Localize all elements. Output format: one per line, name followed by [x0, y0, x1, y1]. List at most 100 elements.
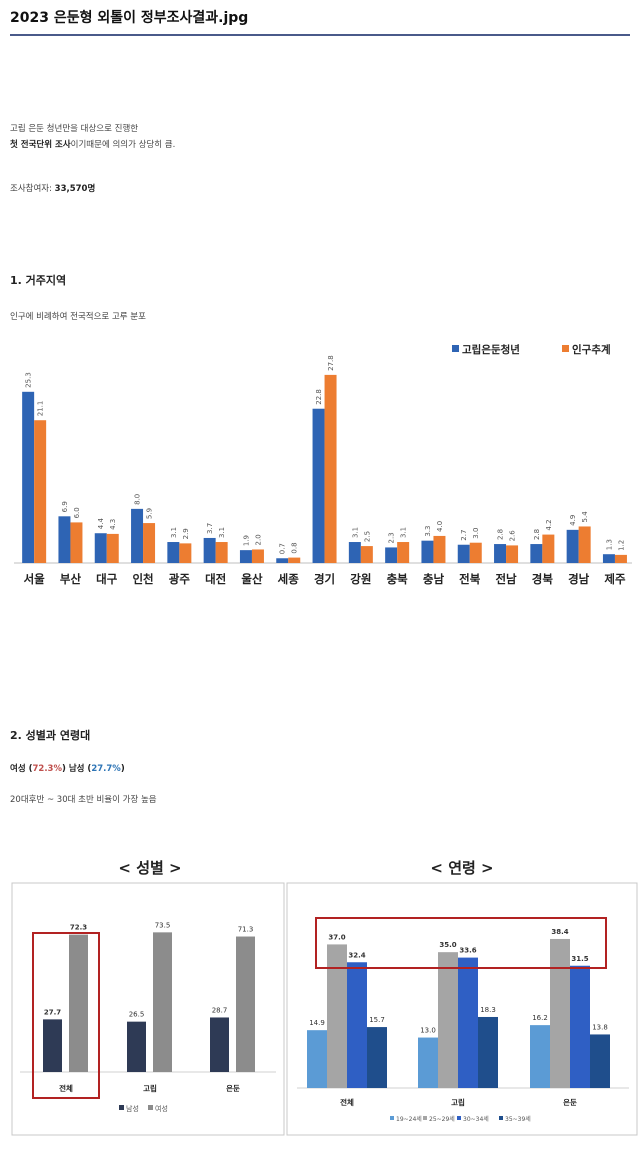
region-data-label: 0.7: [279, 543, 287, 554]
legend-swatch: [148, 1105, 153, 1110]
region-tick-label: 인천: [132, 572, 153, 586]
gender-bar-1: [236, 936, 255, 1072]
age-bar-1: [438, 952, 458, 1088]
gender-bar-0: [210, 1017, 229, 1072]
age-tick-label: 고립: [451, 1097, 465, 1107]
gender-tick-label: 전체: [59, 1083, 73, 1093]
age-bar-3: [590, 1034, 610, 1088]
gender-data-label: 71.3: [238, 926, 254, 934]
region-tick-label: 강원: [350, 572, 371, 586]
male-value: 27.7%: [91, 764, 121, 774]
gender-data-label: 26.5: [129, 1011, 145, 1019]
region-data-label: 1.2: [617, 540, 625, 551]
region-bar-0: [239, 550, 252, 563]
region-data-label: 2.7: [460, 530, 468, 541]
region-tick-label: 대구: [96, 572, 118, 586]
region-tick-label: 충남: [423, 572, 445, 586]
age-data-label: 33.6: [459, 947, 476, 955]
region-bar-0: [421, 540, 434, 563]
legend-swatch: [423, 1116, 427, 1120]
region-bar-0: [22, 391, 35, 563]
legend-swatch: [390, 1116, 394, 1120]
age-data-label: 13.8: [592, 1023, 608, 1031]
region-data-label: 4.0: [436, 521, 444, 532]
age-bar-2: [458, 957, 478, 1088]
section2-title: 2. 성별과 연령대: [10, 729, 91, 742]
region-data-label: 2.0: [254, 534, 262, 545]
gender-bar-1: [153, 932, 172, 1072]
age-data-label: 13.0: [420, 1027, 436, 1035]
age-data-label: 16.2: [532, 1014, 548, 1022]
region-tick-label: 경남: [568, 572, 590, 586]
female-value: 72.3%: [32, 764, 62, 774]
age-tick-label: 전체: [340, 1097, 354, 1107]
region-tick-label: 광주: [169, 572, 191, 586]
legend-label: 고립은둔청년: [462, 343, 520, 356]
gender-tick-label: 고립: [143, 1083, 157, 1093]
region-data-label: 3.3: [424, 526, 432, 537]
region-data-label: 0.8: [291, 542, 299, 553]
page-header: 2023 은둔형 외톨이 정부조사결과.jpg: [10, 6, 630, 36]
legend-label: 여성: [155, 1104, 168, 1113]
region-bar-1: [433, 535, 446, 563]
gender-chart-title: < 성별 >: [118, 859, 181, 877]
age-tick-label: 은둔: [563, 1098, 577, 1107]
age-data-label: 14.9: [309, 1019, 325, 1027]
age-bar-3: [478, 1016, 498, 1088]
region-data-label: 3.1: [218, 527, 226, 538]
region-data-label: 3.0: [472, 528, 480, 539]
region-tick-label: 부산: [60, 572, 82, 586]
legend-swatch: [499, 1116, 503, 1120]
region-bar-1: [614, 554, 627, 563]
region-tick-label: 전남: [495, 572, 517, 586]
legend-label: 35~39세: [505, 1115, 531, 1123]
region-tick-label: 경기: [314, 572, 335, 586]
gender-data-label: 28.7: [212, 1006, 228, 1014]
region-tick-label: 경북: [532, 572, 554, 586]
region-bar-1: [215, 542, 228, 563]
region-bar-0: [494, 544, 507, 563]
region-bar-0: [276, 558, 289, 563]
age-data-label: 18.3: [480, 1006, 496, 1014]
region-data-label: 2.5: [363, 531, 371, 542]
legend-swatch: [452, 345, 459, 352]
region-data-label: 3.1: [400, 527, 408, 538]
intro-line-2: 첫 전국단위 조사이기때문에 의의가 상당히 큼.: [10, 138, 175, 150]
region-bar-0: [602, 554, 615, 563]
region-bar-1: [469, 542, 482, 563]
participants-value: 33,570명: [54, 184, 96, 194]
legend-swatch: [119, 1105, 124, 1110]
region-bar-1: [106, 533, 119, 563]
participants-label: 조사참여자:: [10, 184, 55, 194]
gender-bar-0: [127, 1021, 146, 1072]
region-tick-label: 대전: [205, 572, 226, 586]
region-bar-1: [34, 420, 47, 563]
region-bar-1: [542, 534, 555, 563]
region-bar-1: [143, 523, 156, 563]
region-bar-1: [288, 557, 301, 563]
region-bar-0: [131, 508, 144, 563]
region-tick-label: 울산: [241, 572, 263, 586]
region-bar-0: [58, 516, 71, 563]
legend-label: 19~24세: [396, 1115, 422, 1123]
region-bar-1: [70, 522, 83, 563]
region-bar-1: [324, 374, 337, 563]
region-data-label: 3.7: [206, 523, 214, 534]
age-bar-1: [327, 944, 347, 1088]
region-data-label: 4.9: [569, 515, 577, 526]
gender-data-label: 27.7: [44, 1008, 61, 1016]
age-data-label: 15.7: [369, 1016, 385, 1024]
intro-line-2-bold: 첫 전국단위 조사: [10, 140, 71, 150]
region-bar-0: [312, 408, 325, 563]
section1-desc: 인구에 비례하여 전국적으로 고루 분포: [10, 312, 146, 322]
age-bar-2: [570, 965, 590, 1088]
highlight-box: [315, 917, 607, 969]
region-data-label: 5.9: [146, 508, 154, 519]
region-bar-0: [348, 542, 361, 563]
region-tick-label: 제주: [604, 572, 626, 586]
region-bar-1: [506, 545, 519, 563]
age-data-label: 31.5: [571, 955, 588, 963]
legend-label: 남성: [126, 1104, 139, 1113]
age-bar-0: [530, 1025, 550, 1088]
region-bar-1: [578, 526, 591, 563]
